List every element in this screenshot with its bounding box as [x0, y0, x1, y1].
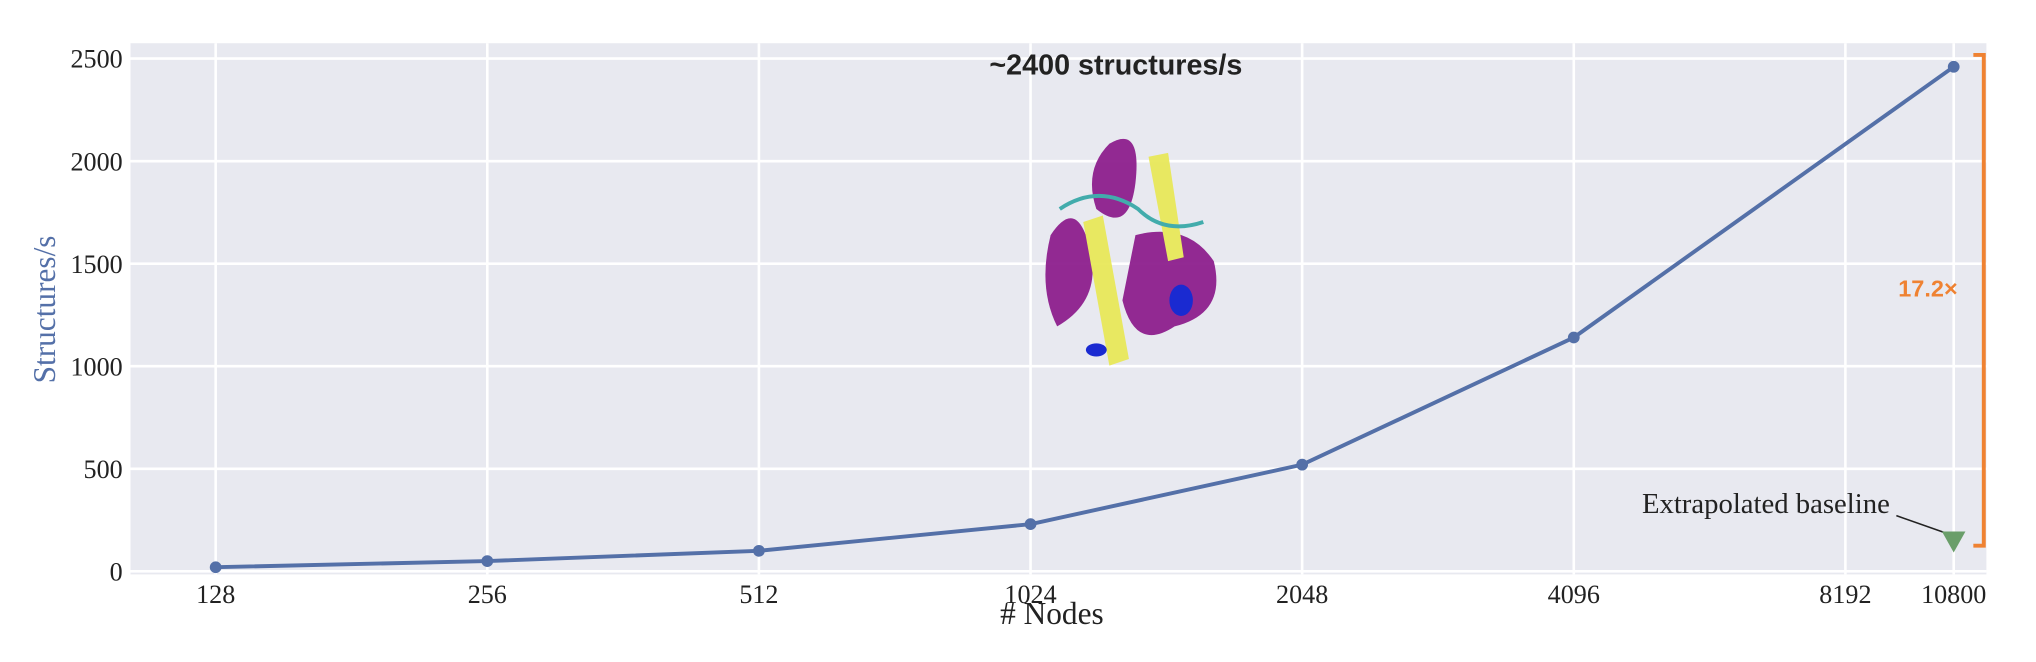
chart-title: ~2400 structures/s — [989, 50, 1242, 82]
point — [1024, 518, 1037, 531]
y-tick-label: 1500 — [70, 250, 122, 279]
y-tick-label: 0 — [110, 557, 123, 586]
point — [481, 555, 494, 567]
x-tick-label: 2048 — [1276, 580, 1328, 609]
baseline-arrow — [1896, 514, 1945, 534]
x-tick-label: 512 — [739, 580, 778, 609]
y-tick-label: 1000 — [70, 352, 122, 381]
y-tick-label: 2500 — [70, 45, 122, 74]
baseline-marker — [1941, 531, 1966, 553]
protein-illustration — [1045, 138, 1217, 366]
point — [1567, 331, 1580, 344]
x-tick-label: 10800 — [1921, 580, 1986, 609]
x-tick-label: 256 — [468, 580, 507, 609]
y-tick-label: 2000 — [70, 147, 122, 176]
x-tick-label: 8192 — [1819, 580, 1871, 609]
x-tick-label: 1024 — [1004, 580, 1056, 609]
x-tick-label: 128 — [196, 580, 235, 609]
x-tick-label: 4096 — [1548, 580, 1600, 609]
speedup-label: 17.2× — [1898, 275, 1957, 301]
y-axis-label: Structures/s — [27, 236, 62, 384]
speedup-bracket — [1973, 53, 1986, 548]
x-axis-label: # Nodes — [1000, 596, 1104, 631]
point — [753, 544, 765, 557]
y-tick-label: 500 — [84, 455, 123, 484]
baseline-label: Extrapolated baseline — [1642, 488, 1890, 520]
point — [1947, 60, 1960, 73]
point — [1296, 458, 1309, 471]
point — [209, 561, 222, 574]
